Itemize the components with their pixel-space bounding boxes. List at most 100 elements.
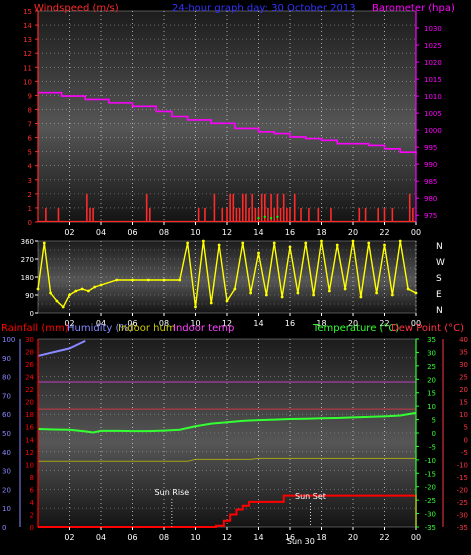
dew-point-ytick-label: 25 — [459, 374, 468, 382]
temperature-ytick-label: -10 — [425, 457, 436, 465]
indoor-hum-label: Indoor hum — [118, 323, 176, 334]
wind-dir-xtick-label: 10 — [190, 319, 200, 328]
humidity-ytick-label: 90 — [2, 355, 11, 363]
humidity-line — [37, 339, 86, 357]
wind-baro-plot-area — [38, 11, 416, 222]
temperature-ytick-label: 30 — [427, 349, 436, 357]
windspeed-ytick-label: 12 — [23, 50, 32, 58]
temperature-ytick-label: 0 — [432, 430, 436, 438]
wind-baro-xtick-label: 22 — [379, 228, 389, 237]
dew-point-ytick-label: -25 — [457, 499, 468, 507]
wind-direction-point — [414, 291, 418, 295]
sun-annotation-label: Sun 30 — [287, 537, 315, 546]
wind-direction-ytick-label: 90 — [25, 292, 34, 300]
compass-label: N — [436, 242, 443, 252]
windspeed-ytick-label: 10 — [23, 78, 32, 86]
humidity-ytick-label: 40 — [2, 449, 11, 457]
wind-direction-point — [280, 295, 284, 299]
rainfall-ytick-label: 8 — [30, 474, 34, 482]
dew-point-ytick-label: -30 — [457, 511, 468, 519]
wind-direction-point — [74, 289, 78, 293]
wind-baro-xtick-label: 00 — [411, 228, 421, 237]
wind-direction-point — [194, 305, 197, 309]
wind-direction-point — [383, 243, 386, 247]
compass-label: W — [436, 258, 445, 268]
wind-direction-point — [178, 278, 182, 282]
windspeed-ytick-label: 6 — [28, 135, 33, 143]
temp-hum-xtick-label: 00 — [411, 533, 421, 542]
barometer-ytick-label: 980 — [424, 195, 437, 203]
dew-point-ytick-label: 40 — [459, 336, 468, 344]
wind-direction-point — [115, 278, 119, 282]
wind-direction-point — [390, 293, 394, 297]
rainfall-ytick-label: 28 — [25, 349, 34, 357]
wind-baro-xtick-label: 10 — [190, 228, 200, 237]
wind-baro-xtick-label: 20 — [348, 228, 358, 237]
wind-dir-xtick-label: 00 — [411, 319, 421, 328]
wind-dir-xtick-label: 18 — [316, 319, 326, 328]
wind-direction-point — [36, 287, 40, 291]
temp-hum-xtick-label: 20 — [348, 533, 358, 542]
humidity-ytick-label: 30 — [2, 468, 11, 476]
barometer-ytick-label: 1015 — [424, 76, 442, 84]
wind-baro-xtick-label: 06 — [127, 228, 137, 237]
indoor-temp-label: Indoor temp — [173, 323, 235, 334]
rainfall-ytick-label: 12 — [25, 449, 34, 457]
wind-direction-point — [87, 289, 90, 293]
windspeed-ytick-label: 7 — [28, 121, 32, 129]
wind-direction-point — [398, 239, 402, 243]
wind-baro-xtick-label: 14 — [253, 228, 263, 237]
barometer-ytick-label: 990 — [424, 161, 437, 169]
wind-direction-point — [61, 305, 65, 309]
rainfall-ytick-label: 0 — [30, 524, 34, 532]
wind-direction-point — [209, 301, 213, 305]
temperature-ytick-label: 25 — [427, 363, 436, 371]
temperature-ytick-label: -30 — [425, 511, 436, 519]
wind-direction-point — [312, 293, 316, 297]
wind-direction-ytick-label: 270 — [21, 256, 34, 264]
dew-point-ytick-label: -5 — [461, 449, 468, 457]
dew-point-ytick-label: 20 — [459, 386, 468, 394]
temp-hum-xtick-label: 08 — [159, 533, 169, 542]
wind-direction-point — [249, 291, 253, 295]
temperature-ytick-label: -25 — [425, 497, 436, 505]
wind-direction-point — [55, 299, 59, 303]
dew-point-ytick-label: -10 — [457, 461, 468, 469]
wind-dir-xtick-label: 20 — [348, 319, 358, 328]
wind-direction-point — [49, 291, 52, 295]
sun-annotation-label: Sun Set — [295, 492, 326, 501]
wind-direction-point — [359, 295, 363, 299]
rainfall-ytick-label: 4 — [30, 499, 35, 507]
wind-direction-point — [335, 243, 339, 247]
wind-direction-point — [351, 239, 355, 243]
compass-label: S — [436, 274, 442, 284]
humidity-ytick-label: 50 — [2, 430, 11, 438]
rainfall-ytick-label: 30 — [25, 336, 34, 344]
barometer-axis-label: Barometer (hpa) — [372, 3, 455, 14]
barometer-ytick-label: 1030 — [424, 25, 442, 33]
wind-direction-point — [93, 285, 97, 289]
windspeed-ytick-label: 2 — [28, 191, 32, 199]
compass-label: N — [436, 306, 443, 316]
wind-direction-point — [264, 293, 268, 297]
wind-dir-xtick-label: 16 — [285, 319, 295, 328]
barometer-ytick-label: 1020 — [424, 59, 442, 67]
barometer-ytick-label: 975 — [424, 212, 437, 220]
windspeed-ytick-label: 13 — [23, 36, 32, 44]
wind-dir-xtick-label: 14 — [253, 319, 263, 328]
windspeed-ytick-label: 9 — [28, 92, 32, 100]
windspeed-ytick-label: 5 — [28, 149, 32, 157]
wind-direction-point — [99, 283, 103, 287]
temp-hum-xtick-label: 18 — [316, 533, 326, 542]
temp-hum-xtick-label: 02 — [64, 533, 74, 542]
wind-direction-point — [162, 278, 166, 282]
dew-point-ytick-label: -20 — [457, 486, 468, 494]
wind-dir-xtick-label: 06 — [127, 319, 137, 328]
humidity-axis-label: Humidity (%) — [67, 323, 133, 334]
wind-direction-point — [288, 245, 292, 249]
wind-dir-xtick-label: 04 — [96, 319, 106, 328]
windspeed-ytick-label: 4 — [28, 163, 33, 171]
wind-direction-point — [375, 291, 379, 295]
wind-dir-xtick-label: 02 — [64, 319, 74, 328]
